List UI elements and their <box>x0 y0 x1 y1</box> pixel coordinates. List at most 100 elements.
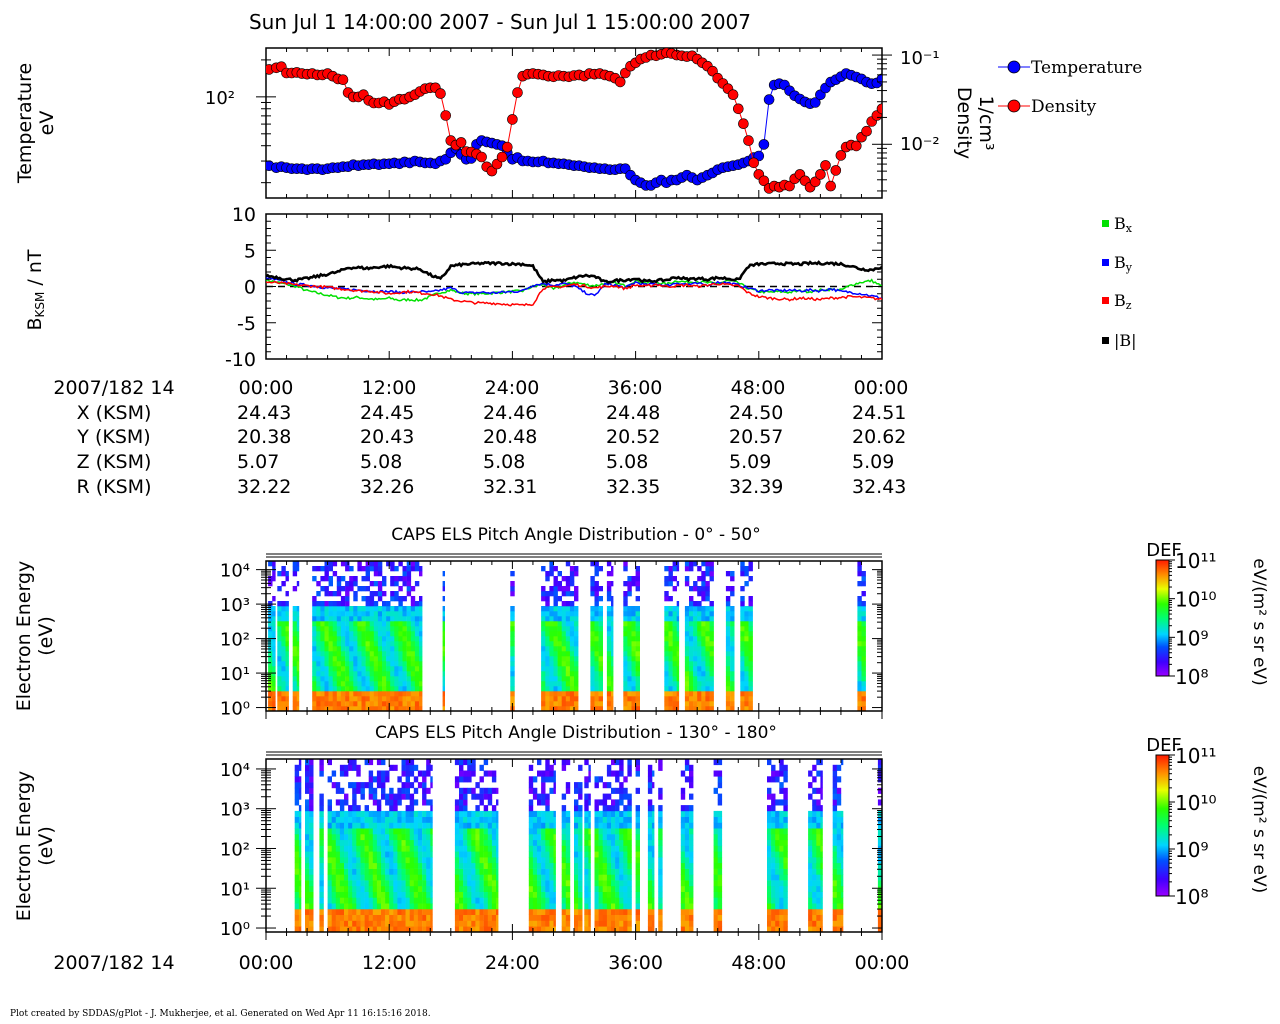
spectrogram-cell <box>816 897 821 904</box>
spectrogram-cell <box>701 641 706 647</box>
spectrogram-cell <box>348 891 353 898</box>
spectrogram-cell <box>401 920 406 927</box>
spectrogram-cell <box>394 606 399 612</box>
spectrogram-cell <box>309 903 314 910</box>
spectrogram-cell <box>467 816 472 823</box>
spectrogram-cell <box>463 822 468 829</box>
spectrogram-cell <box>775 903 780 910</box>
spectrogram-cell <box>590 671 595 677</box>
legend-label: By <box>1114 253 1133 274</box>
spectrogram-cell <box>545 671 550 677</box>
spectrogram-cell <box>328 616 333 622</box>
spectrogram-cell <box>324 606 329 612</box>
spectrogram-cell <box>840 903 844 910</box>
spectrogram-cell <box>561 793 567 800</box>
spectrogram-cell <box>386 611 391 617</box>
spectrogram-cell <box>281 601 286 607</box>
spectrogram-cell <box>320 676 325 682</box>
spectrogram-cell <box>748 676 753 682</box>
spectrogram-cell <box>405 770 410 777</box>
spectrogram-cell <box>419 651 423 657</box>
spectrogram-cell <box>401 759 406 766</box>
spectrogram-cell <box>357 641 362 647</box>
spectrogram-cell <box>365 656 370 662</box>
spectrogram-cell <box>565 651 571 657</box>
spectrogram-cell <box>647 816 653 823</box>
spectrogram-cell <box>545 914 550 921</box>
spectrogram-cell <box>496 862 499 869</box>
density-point <box>727 89 739 100</box>
spectrogram-cell <box>417 926 423 933</box>
spectrogram-cell <box>454 926 460 933</box>
spectrogram-cell <box>537 810 542 817</box>
spectrogram-cell <box>836 839 842 846</box>
spectrogram-cell <box>349 581 354 587</box>
spectrogram-cell <box>684 681 690 687</box>
spectrogram-cell <box>405 908 410 915</box>
spectrogram-cell <box>549 586 554 592</box>
spectrogram-cell <box>611 656 614 662</box>
spectrogram-cell <box>623 874 628 881</box>
spectrogram-cell <box>680 805 686 812</box>
spectrogram-cell <box>808 782 813 789</box>
spectrogram-cell <box>390 691 395 697</box>
spectrogram-cell <box>676 651 680 657</box>
spectrogram-cell <box>413 816 419 823</box>
spectrogram-cell <box>340 611 346 617</box>
spectrogram-cell <box>312 656 317 662</box>
spectrogram-cell <box>668 671 673 677</box>
spectrogram-cell <box>689 631 694 637</box>
spectrogram-cell <box>389 834 394 841</box>
spectrogram-cell <box>684 908 690 915</box>
spectrogram-cell <box>877 828 883 835</box>
spectrogram-cell <box>684 691 690 697</box>
spectrogram-cell <box>611 581 614 587</box>
spectrogram-cell <box>496 914 499 921</box>
spectrogram-cell <box>332 571 338 577</box>
spectrogram-cell <box>717 810 723 817</box>
energy-tick-label: 10⁴ <box>220 561 250 582</box>
b-total-line <box>266 260 882 285</box>
spectrogram-cell <box>393 857 398 864</box>
spectrogram-cell <box>410 611 416 617</box>
spectrogram-cell <box>676 661 680 667</box>
legend-label-temperature: Temperature <box>1031 58 1142 78</box>
density-unit-label: 1/cm³ <box>975 95 997 150</box>
spectrogram-cell <box>684 851 690 858</box>
spectrogram-cell <box>832 793 838 800</box>
spectrogram-cell <box>672 656 677 662</box>
spectrogram-cell <box>510 676 515 682</box>
energy-tick-label: 10¹ <box>220 664 250 685</box>
spectrogram-cell <box>309 891 314 898</box>
spectrogram-cell <box>861 686 866 692</box>
spectrogram-cell <box>627 810 632 817</box>
spectrogram-cell <box>414 621 420 627</box>
spectrogram-cell <box>619 764 624 771</box>
spectrogram-cell <box>401 862 406 869</box>
spectrogram-cell <box>296 696 300 702</box>
spectrogram-cell <box>623 793 628 800</box>
spectrogram-cell <box>684 857 690 864</box>
spectrogram-cell <box>360 897 365 904</box>
spectrogram-cell <box>471 897 476 904</box>
spectrogram-cell <box>385 914 390 921</box>
spectrogram-cell <box>611 676 614 682</box>
spectrogram-cell <box>588 816 591 823</box>
spectrogram-cell <box>394 681 399 687</box>
spectrogram-cell <box>730 676 735 682</box>
spectrogram-cell <box>541 845 546 852</box>
spectrogram-cell <box>725 686 731 692</box>
spectrogram-cell <box>713 914 718 921</box>
spectrogram-cell <box>578 822 583 829</box>
spectrogram-cell <box>623 897 628 904</box>
spectrogram-cell <box>767 897 772 904</box>
spectrogram-cell <box>549 868 554 875</box>
spectrogram-cell <box>381 770 386 777</box>
spectrogram-cell <box>292 691 298 697</box>
spectrogram-cell <box>352 816 357 823</box>
spectrogram-cell <box>705 591 710 597</box>
spectrogram-cell <box>627 626 632 632</box>
spectrogram-cell <box>471 891 476 898</box>
spectrogram-cell <box>820 851 823 858</box>
spectrogram-cell <box>365 691 370 697</box>
